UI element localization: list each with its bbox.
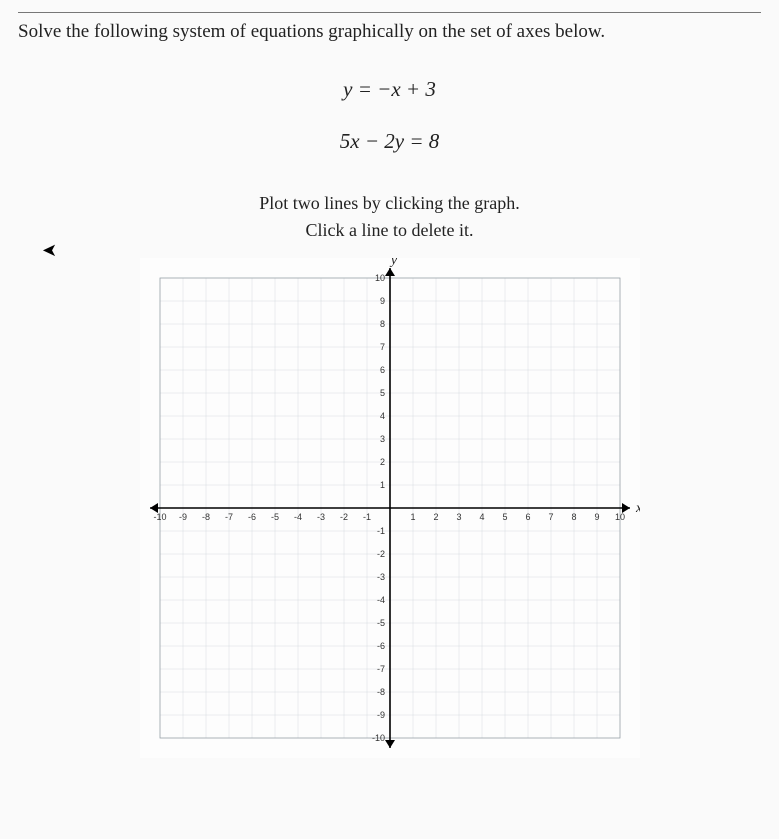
svg-text:-5: -5 <box>376 618 384 628</box>
svg-text:4: 4 <box>379 411 384 421</box>
svg-text:4: 4 <box>479 512 484 522</box>
problem-prompt: Solve the following system of equations … <box>18 19 761 46</box>
equation-2: 5x − 2y = 8 <box>18 118 761 164</box>
svg-text:8: 8 <box>379 319 384 329</box>
svg-text:-3: -3 <box>376 572 384 582</box>
svg-text:-9: -9 <box>178 512 186 522</box>
svg-text:-8: -8 <box>376 687 384 697</box>
svg-text:-4: -4 <box>293 512 301 522</box>
svg-text:5: 5 <box>502 512 507 522</box>
svg-text:9: 9 <box>594 512 599 522</box>
svg-text:-10: -10 <box>371 733 384 743</box>
svg-text:1: 1 <box>379 480 384 490</box>
svg-text:-10: -10 <box>153 512 166 522</box>
svg-text:-2: -2 <box>339 512 347 522</box>
svg-text:-6: -6 <box>376 641 384 651</box>
svg-text:y: y <box>388 258 397 268</box>
svg-text:-8: -8 <box>201 512 209 522</box>
page-top-rule <box>18 12 761 13</box>
svg-text:6: 6 <box>379 365 384 375</box>
svg-text:-4: -4 <box>376 595 384 605</box>
svg-text:1: 1 <box>410 512 415 522</box>
plot-instructions: Plot two lines by clicking the graph. Cl… <box>18 190 761 244</box>
svg-text:x: x <box>635 501 640 516</box>
equation-1: y = −x + 3 <box>18 66 761 112</box>
coordinate-plane[interactable]: -10 -9 -8 -7 -6 -5 -4 -3 -2 -1 1 2 3 4 5 6 7 8 9 10 10 9 8 7 6 5 4… <box>140 258 640 758</box>
svg-text:10: 10 <box>614 512 624 522</box>
svg-text:3: 3 <box>456 512 461 522</box>
svg-text:8: 8 <box>571 512 576 522</box>
svg-text:7: 7 <box>548 512 553 522</box>
svg-text:6: 6 <box>525 512 530 522</box>
instruction-line-1: Plot two lines by clicking the graph. <box>259 193 519 213</box>
svg-text:10: 10 <box>374 273 384 283</box>
svg-text:-3: -3 <box>316 512 324 522</box>
svg-text:7: 7 <box>379 342 384 352</box>
svg-text:-2: -2 <box>376 549 384 559</box>
svg-text:-7: -7 <box>376 664 384 674</box>
mouse-cursor-icon: ➤ <box>42 240 57 261</box>
svg-text:5: 5 <box>379 388 384 398</box>
svg-text:-6: -6 <box>247 512 255 522</box>
equation-block: y = −x + 3 5x − 2y = 8 <box>18 66 761 164</box>
svg-text:2: 2 <box>379 457 384 467</box>
svg-text:-1: -1 <box>376 526 384 536</box>
svg-text:-7: -7 <box>224 512 232 522</box>
svg-text:-9: -9 <box>376 710 384 720</box>
svg-text:3: 3 <box>379 434 384 444</box>
svg-text:-1: -1 <box>362 512 370 522</box>
svg-text:2: 2 <box>433 512 438 522</box>
svg-text:-5: -5 <box>270 512 278 522</box>
instruction-line-2: Click a line to delete it. <box>306 220 474 240</box>
svg-text:9: 9 <box>379 296 384 306</box>
